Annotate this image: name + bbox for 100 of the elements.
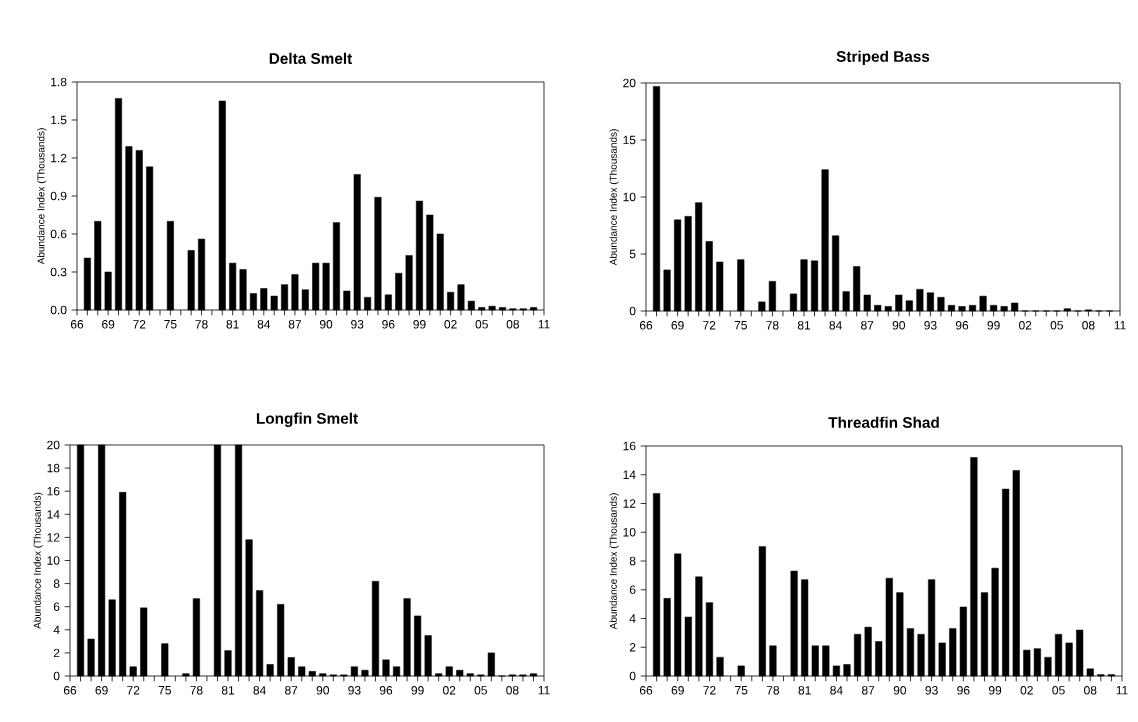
x-tick-label: 75 bbox=[158, 686, 171, 695]
x-tick-label: 11 bbox=[1116, 686, 1128, 695]
x-tick-label: 02 bbox=[1019, 321, 1032, 330]
x-tick-label: 90 bbox=[316, 686, 330, 695]
x-tick-label: 78 bbox=[766, 321, 779, 330]
x-tick-label: 96 bbox=[957, 686, 970, 695]
x-tick-label: 66 bbox=[63, 686, 77, 695]
x-tick-label: 96 bbox=[955, 321, 969, 330]
y-tick-label: 0 bbox=[629, 671, 636, 681]
x-tick-label: 93 bbox=[348, 686, 361, 695]
x-tick-label: 69 bbox=[102, 320, 115, 329]
x-tick-label: 08 bbox=[1082, 321, 1095, 330]
x-tick-label: 72 bbox=[127, 686, 140, 695]
x-tick-label: 69 bbox=[671, 686, 684, 695]
y-tick-label: 8 bbox=[629, 556, 636, 566]
x-tick-label: 84 bbox=[253, 686, 266, 695]
x-tick-label: 66 bbox=[639, 686, 653, 695]
y-tick-label: 0.0 bbox=[50, 305, 67, 315]
y-tick-label: 18 bbox=[47, 463, 60, 473]
x-tick-label: 99 bbox=[411, 686, 424, 695]
x-tick-label: 90 bbox=[319, 320, 333, 329]
x-tick-label: 81 bbox=[798, 686, 811, 695]
x-tick-label: 72 bbox=[703, 321, 716, 330]
y-tick-label: 10 bbox=[623, 192, 636, 202]
y-tick-label: 12 bbox=[623, 499, 636, 508]
x-tick-label: 84 bbox=[830, 686, 843, 695]
x-tick-label: 69 bbox=[95, 686, 108, 695]
x-tick-label: 08 bbox=[506, 320, 520, 329]
x-tick-label: 72 bbox=[703, 686, 716, 695]
y-tick-label: 0.3 bbox=[50, 267, 67, 277]
y-axis-title: Abundance Index (Thousands) bbox=[609, 129, 619, 266]
x-tick-label: 90 bbox=[892, 321, 906, 330]
y-tick-label: 0.6 bbox=[50, 229, 67, 239]
y-tick-label: 1.2 bbox=[51, 153, 67, 163]
y-tick-label: 10 bbox=[47, 556, 60, 565]
chart-title: Striped Bass bbox=[836, 50, 930, 65]
x-tick-label: 08 bbox=[506, 686, 519, 695]
chart-title: Delta Smelt bbox=[269, 52, 353, 64]
y-tick-label: 12 bbox=[47, 533, 60, 542]
x-tick-label: 02 bbox=[444, 320, 457, 329]
x-tick-label: 72 bbox=[133, 320, 146, 329]
y-tick-label: 1.8 bbox=[51, 77, 67, 87]
x-tick-label: 66 bbox=[639, 321, 653, 330]
y-tick-label: 0.9 bbox=[50, 191, 67, 201]
x-tick-label: 75 bbox=[735, 686, 748, 695]
y-tick-label: 5 bbox=[629, 249, 636, 259]
y-tick-label: 8 bbox=[53, 579, 60, 588]
y-tick-label: 20 bbox=[623, 78, 636, 88]
y-tick-label: 2 bbox=[53, 648, 60, 658]
x-tick-label: 05 bbox=[1050, 321, 1063, 330]
y-tick-label: 4 bbox=[53, 625, 60, 634]
y-tick-label: 6 bbox=[629, 585, 636, 595]
x-tick-label: 75 bbox=[164, 320, 177, 329]
x-tick-label: 69 bbox=[671, 321, 684, 330]
x-tick-label: 96 bbox=[379, 686, 393, 695]
y-tick-label: 10 bbox=[623, 528, 636, 537]
x-tick-label: 08 bbox=[1084, 686, 1097, 695]
x-tick-label: 78 bbox=[766, 686, 780, 695]
x-tick-label: 11 bbox=[538, 686, 550, 695]
chart-title: Threadfin Shad bbox=[828, 416, 939, 428]
y-tick-label: 6 bbox=[53, 602, 60, 611]
y-tick-label: 2 bbox=[629, 643, 636, 652]
x-tick-label: 02 bbox=[442, 686, 456, 695]
x-tick-label: 66 bbox=[70, 320, 84, 329]
x-tick-label: 87 bbox=[861, 686, 875, 695]
y-tick-label: 14 bbox=[47, 510, 60, 519]
x-tick-label: 75 bbox=[734, 321, 747, 330]
x-tick-label: 93 bbox=[351, 320, 364, 329]
x-tick-label: 99 bbox=[987, 321, 1000, 330]
x-tick-label: 81 bbox=[221, 686, 235, 695]
x-tick-label: 05 bbox=[474, 686, 487, 695]
x-tick-label: 11 bbox=[1114, 321, 1126, 330]
x-tick-label: 87 bbox=[288, 320, 301, 329]
x-tick-label: 93 bbox=[925, 686, 938, 695]
y-axis-title: Abundance Index (Thousands) bbox=[37, 128, 47, 265]
y-tick-label: 0 bbox=[53, 671, 60, 681]
y-tick-label: 15 bbox=[623, 135, 636, 145]
chart-title: Longfin Smelt bbox=[256, 412, 358, 427]
x-tick-label: 84 bbox=[829, 321, 842, 330]
x-tick-label: 78 bbox=[190, 686, 203, 695]
x-tick-label: 02 bbox=[1020, 686, 1033, 695]
y-tick-label: 0 bbox=[629, 306, 636, 316]
x-tick-label: 96 bbox=[382, 320, 395, 329]
y-axis-title: Abundance Index (Thousands) bbox=[33, 492, 43, 629]
x-tick-label: 81 bbox=[226, 320, 239, 329]
y-tick-label: 16 bbox=[47, 486, 60, 496]
y-axis-title: Abundance Index (Thousands) bbox=[609, 493, 619, 630]
x-tick-label: 78 bbox=[195, 320, 208, 329]
y-tick-label: 20 bbox=[47, 440, 60, 450]
x-tick-label: 81 bbox=[797, 321, 811, 330]
x-tick-label: 87 bbox=[861, 321, 874, 330]
x-tick-label: 05 bbox=[1052, 686, 1065, 695]
x-tick-label: 11 bbox=[538, 320, 550, 329]
x-tick-label: 99 bbox=[413, 320, 426, 329]
y-tick-label: 16 bbox=[623, 441, 636, 451]
y-tick-label: 14 bbox=[623, 470, 636, 479]
y-tick-label: 4 bbox=[629, 614, 636, 623]
x-tick-label: 87 bbox=[285, 686, 298, 695]
y-tick-label: 1.5 bbox=[51, 115, 67, 125]
x-tick-label: 99 bbox=[988, 686, 1002, 695]
